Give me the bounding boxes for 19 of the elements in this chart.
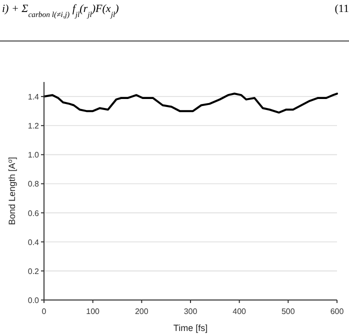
line-series bbox=[43, 92, 338, 114]
x-tick-label: 200 bbox=[134, 307, 149, 316]
x-tick-label: 300 bbox=[184, 307, 198, 316]
text: (11 bbox=[334, 3, 349, 15]
y-tick-label: 0.6 bbox=[28, 208, 40, 218]
y-tick-label: 1.4 bbox=[28, 92, 40, 102]
x-tick-label: 100 bbox=[86, 307, 100, 316]
y-tick-label: 0.2 bbox=[28, 266, 40, 276]
x-tick-label: 400 bbox=[232, 307, 247, 316]
y-tick-label: 0.0 bbox=[28, 296, 40, 305]
x-tick-label: 0 bbox=[42, 307, 47, 316]
y-tick-label: 0.4 bbox=[28, 238, 40, 247]
y-tick-label: 0.8 bbox=[28, 180, 40, 189]
y-tick-label: 1.2 bbox=[28, 122, 40, 131]
y-tick-label: 1.0 bbox=[28, 150, 40, 160]
x-axis-title: Time [fs] bbox=[173, 323, 208, 333]
x-tick-label: 500 bbox=[281, 307, 296, 316]
text: i) + Σ$_{carbon l(≠i,j)}$ f$_{jl}$(r$_{jl}$)F(x$_{jl}$) bbox=[2, 3, 119, 18]
x-tick-label: 600 bbox=[330, 307, 344, 316]
